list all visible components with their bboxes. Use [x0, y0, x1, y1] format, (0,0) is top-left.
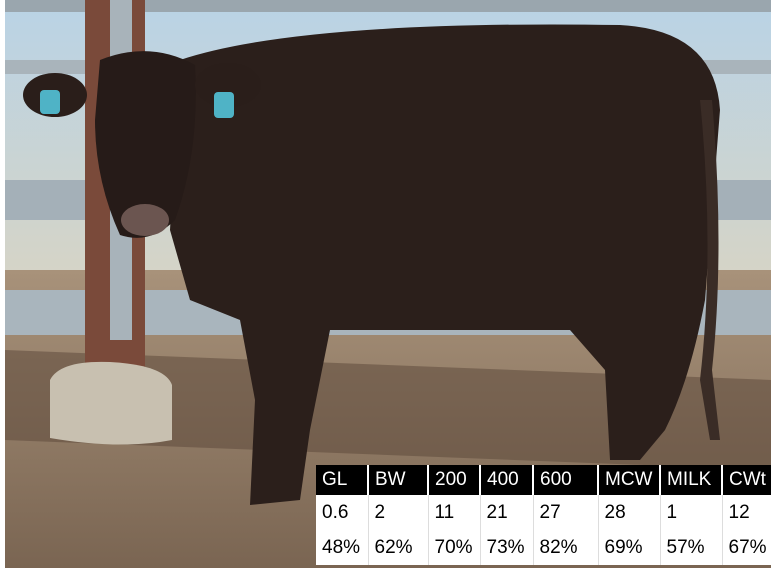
table-cell: 11	[428, 495, 480, 530]
table-cell: 69%	[598, 530, 660, 565]
header-cell: 200	[428, 465, 480, 495]
page: GLBW200400600MCWMILKCWt 0.62112127281124…	[0, 0, 771, 568]
post-base	[50, 362, 172, 445]
cow-nose	[121, 204, 169, 236]
table-cell: 67%	[722, 530, 771, 565]
table-cell: 21	[480, 495, 533, 530]
table-row: 48%62%70%73%82%69%57%67%	[316, 530, 771, 565]
header-cell: 400	[480, 465, 533, 495]
ear-tag	[214, 92, 234, 118]
table-cell: 57%	[660, 530, 722, 565]
table-cell: 1	[660, 495, 722, 530]
header-cell: CWt	[722, 465, 771, 495]
table-cell: 62%	[368, 530, 428, 565]
table-cell: 2	[368, 495, 428, 530]
table-cell: 0.6	[316, 495, 368, 530]
ear-tag	[40, 90, 60, 114]
header-cell: MCW	[598, 465, 660, 495]
table-cell: 70%	[428, 530, 480, 565]
table-cell: 27	[533, 495, 598, 530]
table-cell: 82%	[533, 530, 598, 565]
table-cell: 12	[722, 495, 771, 530]
header-cell: 600	[533, 465, 598, 495]
header-cell: MILK	[660, 465, 722, 495]
header-cell: GL	[316, 465, 368, 495]
table-cell: 73%	[480, 530, 533, 565]
table-cell: 28	[598, 495, 660, 530]
header-cell: BW	[368, 465, 428, 495]
table-cell: 48%	[316, 530, 368, 565]
